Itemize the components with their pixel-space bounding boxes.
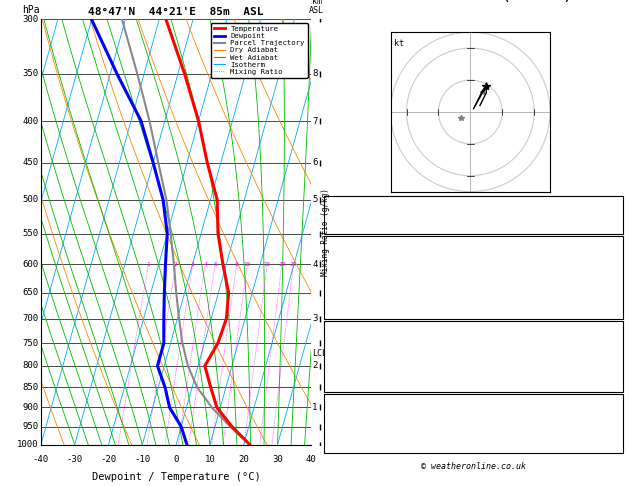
Text: 3: 3 bbox=[312, 314, 318, 323]
Text: 550: 550 bbox=[23, 229, 39, 238]
Text: 800: 800 bbox=[23, 362, 39, 370]
Text: 30: 30 bbox=[272, 455, 283, 464]
Text: hPa: hPa bbox=[22, 5, 40, 15]
Text: Temp (°C): Temp (°C) bbox=[336, 248, 384, 258]
Bar bbox=[324, 196, 623, 234]
Text: K: K bbox=[336, 199, 342, 208]
Text: 20: 20 bbox=[238, 455, 249, 464]
Text: Lifted Index: Lifted Index bbox=[336, 357, 401, 366]
Text: 20.05.2024  18GMT  (Base: 12): 20.05.2024 18GMT (Base: 12) bbox=[376, 0, 571, 2]
Text: EH: EH bbox=[336, 407, 347, 416]
Text: Mixing Ratio (g/kg): Mixing Ratio (g/kg) bbox=[321, 188, 330, 276]
Text: 3: 3 bbox=[605, 357, 611, 366]
Text: 0: 0 bbox=[174, 455, 179, 464]
Text: Dewpoint / Temperature (°C): Dewpoint / Temperature (°C) bbox=[92, 472, 260, 482]
Text: 400: 400 bbox=[23, 117, 39, 125]
Text: 15: 15 bbox=[264, 262, 271, 267]
Text: 7: 7 bbox=[605, 199, 611, 208]
Text: Most Unstable: Most Unstable bbox=[438, 323, 508, 332]
Text: StmDir: StmDir bbox=[336, 431, 368, 439]
Bar bbox=[324, 394, 623, 453]
Text: 3: 3 bbox=[191, 262, 194, 267]
Text: 600: 600 bbox=[23, 260, 39, 269]
Text: 8: 8 bbox=[605, 442, 611, 451]
Text: CAPE (J): CAPE (J) bbox=[336, 296, 379, 305]
Text: 308: 308 bbox=[594, 272, 611, 281]
Text: 8: 8 bbox=[235, 262, 238, 267]
Text: Pressure (mb): Pressure (mb) bbox=[336, 333, 406, 343]
Text: 1008: 1008 bbox=[589, 333, 611, 343]
Text: 2: 2 bbox=[605, 418, 611, 428]
Text: 308: 308 bbox=[594, 346, 611, 354]
Text: 40: 40 bbox=[306, 455, 317, 464]
Text: 58°: 58° bbox=[594, 431, 611, 439]
Title: 48°47'N  44°21'E  85m  ASL: 48°47'N 44°21'E 85m ASL bbox=[88, 7, 264, 17]
Text: 3: 3 bbox=[605, 284, 611, 293]
Text: 350: 350 bbox=[23, 69, 39, 78]
Text: 4: 4 bbox=[312, 260, 318, 269]
Text: Surface: Surface bbox=[455, 238, 492, 247]
Text: -10: -10 bbox=[134, 455, 150, 464]
Text: 1000: 1000 bbox=[17, 440, 39, 449]
Bar bbox=[324, 236, 623, 319]
Text: 1: 1 bbox=[147, 262, 150, 267]
Text: 2: 2 bbox=[312, 362, 318, 370]
Text: 700: 700 bbox=[23, 314, 39, 323]
Text: CIN (J): CIN (J) bbox=[336, 308, 374, 317]
Text: 1: 1 bbox=[312, 403, 318, 412]
Text: 10: 10 bbox=[204, 455, 215, 464]
Text: StmSpd (kt): StmSpd (kt) bbox=[336, 442, 395, 451]
Text: -40: -40 bbox=[33, 455, 49, 464]
Text: 5: 5 bbox=[213, 262, 217, 267]
Text: 4: 4 bbox=[203, 262, 207, 267]
Text: -4: -4 bbox=[600, 407, 611, 416]
Text: 21.8: 21.8 bbox=[589, 248, 611, 258]
Text: 750: 750 bbox=[23, 339, 39, 347]
Text: © weatheronline.co.uk: © weatheronline.co.uk bbox=[421, 462, 526, 471]
Text: 300: 300 bbox=[23, 15, 39, 24]
Text: Dewp (°C): Dewp (°C) bbox=[336, 260, 384, 269]
Text: 3.2: 3.2 bbox=[594, 260, 611, 269]
Text: kt: kt bbox=[394, 38, 404, 48]
Text: 20: 20 bbox=[278, 262, 286, 267]
Text: CAPE (J): CAPE (J) bbox=[336, 369, 379, 378]
Text: 450: 450 bbox=[23, 158, 39, 167]
Text: 0: 0 bbox=[605, 381, 611, 390]
Text: Hodograph: Hodograph bbox=[449, 396, 498, 405]
Text: km
ASL: km ASL bbox=[309, 0, 325, 15]
Text: 5: 5 bbox=[312, 195, 318, 205]
Text: -20: -20 bbox=[101, 455, 116, 464]
Text: 47: 47 bbox=[600, 211, 611, 220]
Text: 850: 850 bbox=[23, 383, 39, 392]
Text: SREH: SREH bbox=[336, 418, 357, 428]
Text: θᴄ (K): θᴄ (K) bbox=[336, 346, 368, 354]
Text: 650: 650 bbox=[23, 288, 39, 297]
Text: Lifted Index: Lifted Index bbox=[336, 284, 401, 293]
Text: 500: 500 bbox=[23, 195, 39, 205]
Text: 7: 7 bbox=[312, 117, 318, 125]
Text: 8: 8 bbox=[312, 69, 318, 78]
Text: 6: 6 bbox=[605, 296, 611, 305]
Text: 6: 6 bbox=[605, 369, 611, 378]
Text: 0: 0 bbox=[605, 308, 611, 317]
Text: -30: -30 bbox=[67, 455, 83, 464]
Text: LCL: LCL bbox=[312, 349, 327, 358]
Text: θᴄ(K): θᴄ(K) bbox=[336, 272, 363, 281]
Text: 1.29: 1.29 bbox=[589, 223, 611, 232]
Text: 900: 900 bbox=[23, 403, 39, 412]
Text: PW (cm): PW (cm) bbox=[336, 223, 374, 232]
Text: CIN (J): CIN (J) bbox=[336, 381, 374, 390]
Text: 2: 2 bbox=[174, 262, 177, 267]
Bar bbox=[324, 321, 623, 392]
Text: Totals Totals: Totals Totals bbox=[336, 211, 406, 220]
Text: 950: 950 bbox=[23, 422, 39, 431]
Text: 25: 25 bbox=[290, 262, 298, 267]
Legend: Temperature, Dewpoint, Parcel Trajectory, Dry Adiabat, Wet Adiabat, Isotherm, Mi: Temperature, Dewpoint, Parcel Trajectory… bbox=[211, 23, 308, 78]
Text: 10: 10 bbox=[243, 262, 251, 267]
Text: 6: 6 bbox=[312, 158, 318, 167]
